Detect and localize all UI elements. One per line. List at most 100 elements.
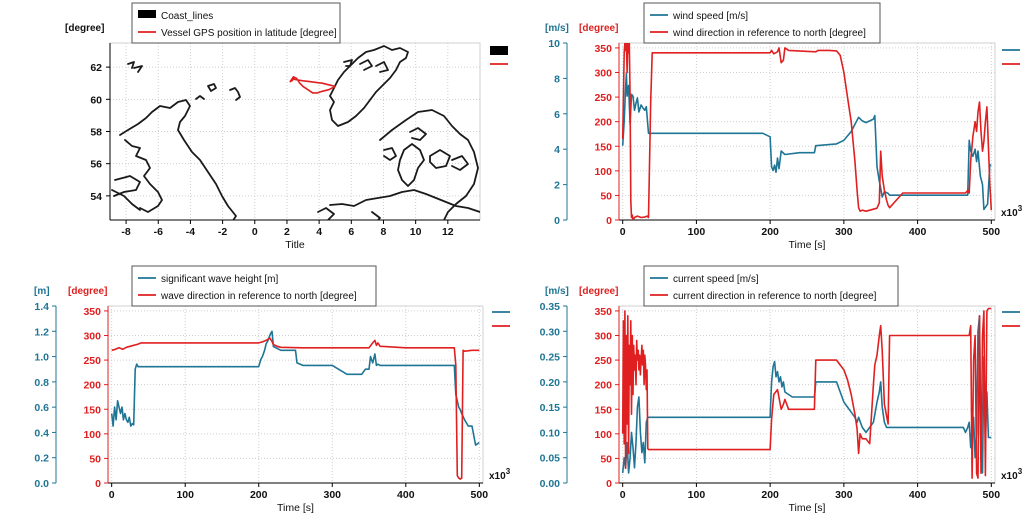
legend-entry-0: wind speed [m/s] [672, 11, 748, 22]
legend-swatch-block [138, 10, 156, 18]
grid-lines [619, 43, 995, 221]
series-line-1 [621, 43, 993, 220]
y-right-tick-label: 100 [594, 429, 612, 441]
x-axis-label: Time [s] [789, 502, 826, 514]
legend-box [131, 2, 341, 44]
y-right-tick-label: 350 [594, 306, 612, 318]
y-right-tick-label: 0 [606, 478, 612, 490]
coastline-segment [133, 65, 143, 73]
y-tick-label: 62 [90, 62, 102, 74]
y-left-axis-label: [m/s] [545, 23, 569, 34]
y-right-tick-label: 350 [83, 306, 101, 318]
legend-entry-1: wind direction in reference to north [de… [672, 28, 866, 39]
x-tick-label: 300 [835, 226, 853, 238]
y-left-tick-label: 0.25 [540, 352, 561, 364]
y-right-tick-label: 50 [600, 453, 612, 465]
x-tick-label: 500 [471, 489, 489, 501]
coastline-segment [111, 189, 141, 211]
coastline-segment [375, 61, 389, 73]
x-tick-label: 100 [688, 489, 706, 501]
y-right-axis-label: [degree] [579, 286, 618, 297]
x-axis-label: Title [285, 239, 305, 251]
x-tick-label: 0 [252, 226, 258, 238]
x-multiplier-base: x10 [1001, 471, 1018, 482]
plot-area [618, 42, 996, 221]
x-tick-label: 10 [410, 226, 422, 238]
series-group [289, 76, 336, 94]
series-group [110, 330, 480, 480]
coastline-segment [207, 83, 217, 92]
y-tick-label: 54 [90, 191, 102, 203]
y-left-tick-label: 0 [554, 215, 560, 227]
y-right-tick-label: 350 [594, 43, 612, 55]
x-tick-label: 200 [250, 489, 268, 501]
x-tick-label: -6 [154, 226, 163, 238]
y-left-tick-label: 4 [554, 144, 560, 156]
x-tick-label: 4 [316, 226, 322, 238]
y-right-tick-label: 50 [89, 453, 101, 465]
y-left-tick-label: 0.10 [540, 427, 561, 439]
y-right-tick-label: 200 [594, 117, 612, 129]
y-right-tick-label: 0 [606, 215, 612, 227]
x-multiplier-base: x10 [1001, 208, 1018, 219]
x-tick-label: 300 [323, 489, 341, 501]
coastline-segment [343, 59, 353, 67]
coastline-segment [451, 155, 469, 171]
legend-entry-1: current direction in reference to north … [673, 291, 877, 302]
legend-box [643, 2, 881, 44]
grid-lines [110, 43, 480, 220]
y-tick-label: 60 [90, 94, 102, 106]
x-tick-label: 200 [761, 489, 779, 501]
y-tick-label: 58 [90, 127, 102, 139]
y-left-tick-label: 1.0 [34, 352, 49, 364]
x-tick-label: 500 [983, 226, 1001, 238]
coastline-segment [371, 211, 381, 220]
y-left-axis-label: [m] [34, 286, 50, 297]
x-tick-label: 100 [176, 489, 194, 501]
coastline-segment [124, 139, 163, 213]
coastline-segment [127, 61, 135, 69]
coastline-segment [329, 45, 409, 127]
x-axis-label: Time [s] [789, 239, 826, 251]
coastline-segment [429, 149, 451, 169]
x-multiplier: x103 [1001, 204, 1023, 219]
coastline-segment [119, 99, 237, 220]
series-group [621, 307, 992, 479]
x-axis-label: Time [s] [277, 502, 314, 514]
x-tick-label: -8 [121, 226, 130, 238]
y-right-tick-label: 300 [594, 68, 612, 80]
legend-entry-0: significant wave height [m] [161, 274, 279, 285]
y-right-tick-label: 100 [594, 166, 612, 178]
x-multiplier-base: x10 [489, 471, 506, 482]
coastline-segment [329, 189, 480, 213]
y-left-tick-label: 0.4 [34, 427, 49, 439]
x-multiplier-exponent: 3 [1018, 467, 1023, 476]
x-tick-label: -2 [218, 226, 227, 238]
y-right-tick-label: 200 [83, 380, 101, 392]
x-tick-label: 400 [909, 489, 927, 501]
y-right-tick-label: 150 [83, 404, 101, 416]
x-multiplier: x103 [489, 467, 511, 482]
y-left-tick-label: 1.4 [34, 301, 49, 313]
y-left-axis-label: [m/s] [545, 286, 569, 297]
legend-entry-1: wave direction in reference to north [de… [160, 291, 357, 302]
coastline-segment [383, 147, 397, 161]
y-left-tick-label: 0.0 [34, 478, 49, 490]
y-left-tick-label: 10 [548, 38, 560, 50]
y-left-tick-label: 6 [554, 109, 560, 121]
x-tick-label: 0 [620, 226, 626, 238]
coastline-segment [195, 95, 205, 100]
series-line-1 [111, 337, 480, 480]
y-left-tick-label: 0.05 [540, 453, 561, 465]
coastline-segment [317, 207, 335, 220]
plot-area [107, 305, 484, 484]
y-left-tick-label: 2 [554, 180, 560, 192]
x-tick-label: 2 [284, 226, 290, 238]
right-legend-mark-block [490, 46, 508, 55]
grid-lines [619, 306, 995, 484]
y-right-tick-label: 0 [95, 478, 101, 490]
